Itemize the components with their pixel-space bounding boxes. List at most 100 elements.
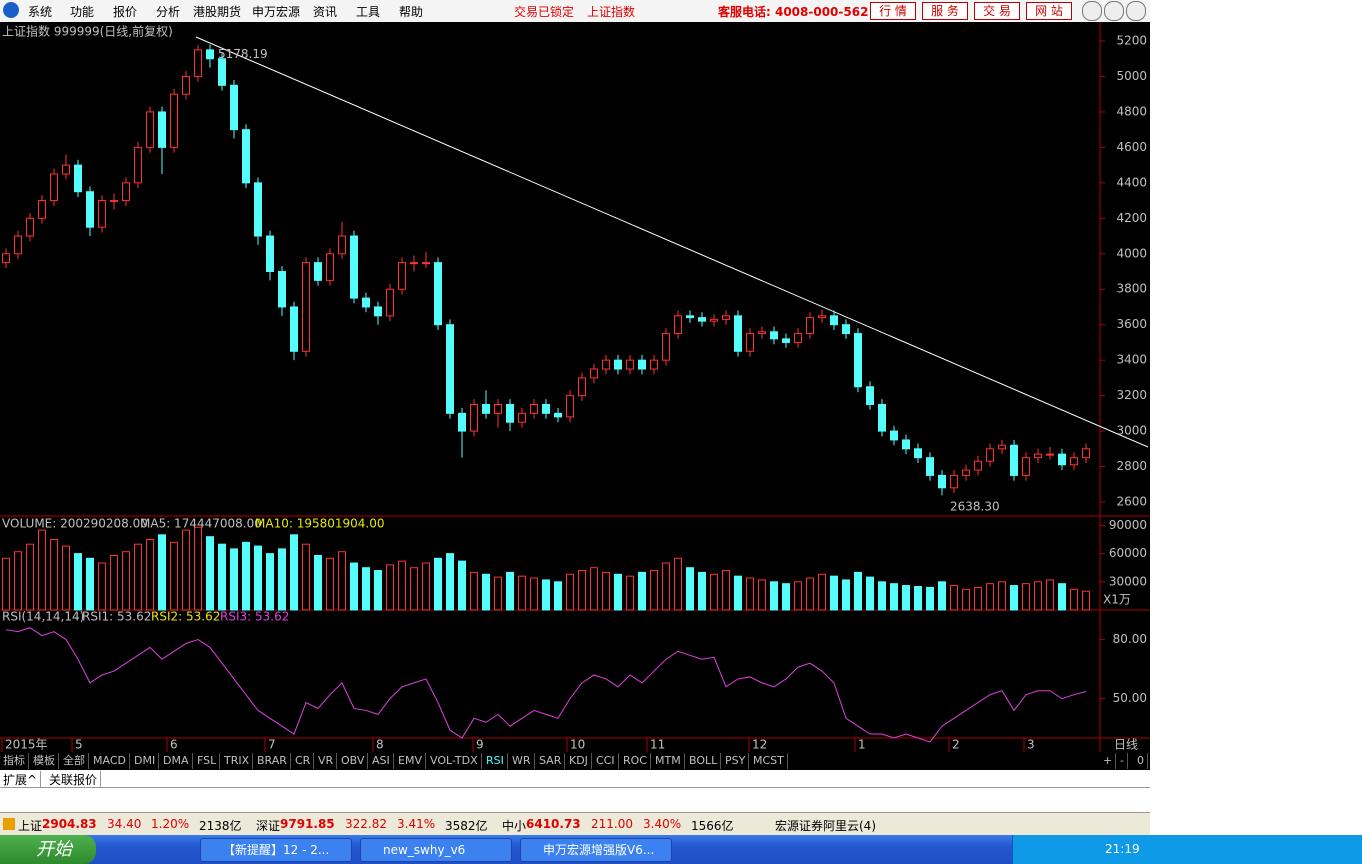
x-tick-label: 12 [752, 738, 767, 752]
candle-body [818, 315, 826, 319]
candle-body [266, 235, 274, 273]
volume-bar [266, 553, 274, 611]
indicator-tab[interactable]: MTM [652, 753, 685, 769]
volume-bar [914, 586, 922, 611]
candle-body [218, 58, 226, 86]
task-button[interactable]: 申万宏源增强版V6... [520, 838, 672, 862]
app-logo [3, 2, 19, 18]
indicator-tab[interactable]: BOLL [686, 753, 722, 769]
y-tick-label: 4800 [1116, 104, 1147, 118]
volume-bar [806, 577, 814, 611]
status-change: 211.00 [591, 817, 633, 831]
indicator-tab[interactable]: DMI [131, 753, 160, 769]
indicator-tab[interactable]: MCST [750, 753, 788, 769]
candle-body [38, 200, 46, 219]
rsi-header: RSI(14,14,14) [2, 610, 84, 624]
candle-body [278, 271, 286, 308]
candle-body [638, 359, 646, 370]
close-button[interactable] [1126, 1, 1146, 21]
candle-body [974, 460, 982, 471]
indicator-tab[interactable]: KDJ [566, 753, 592, 769]
candle-body [302, 262, 310, 352]
candle-body [1046, 453, 1054, 456]
candle-body [146, 111, 154, 148]
menu-item[interactable]: 申万宏源 [252, 5, 301, 19]
sub-tab[interactable]: 关联报价 [46, 771, 102, 788]
indicator-tab[interactable]: 模板 [30, 753, 59, 769]
header-button[interactable]: 交 易 [974, 2, 1020, 20]
volume-bar [938, 581, 946, 611]
volume-bar [686, 567, 694, 611]
volume-bar [2, 557, 10, 611]
indicator-tab[interactable]: TRIX [221, 753, 254, 769]
status-amount: 1566亿 [691, 819, 734, 833]
task-button[interactable]: new_swhy_v6 [360, 838, 512, 862]
trend-line [195, 36, 1149, 448]
menu-item[interactable]: 功能 [70, 5, 95, 19]
indicator-tab[interactable]: 指标 [0, 753, 29, 769]
candle-body [362, 297, 370, 308]
candle-body [938, 474, 946, 489]
candle-body [770, 331, 778, 340]
indicator-tab[interactable]: 全部 [60, 753, 89, 769]
status-price: 9791.85 [280, 817, 335, 831]
menu-item[interactable]: 分析 [156, 5, 181, 19]
indicator-tab[interactable]: VOL-TDX [427, 753, 482, 769]
tab-control[interactable]: + [1100, 753, 1117, 769]
menu-item[interactable]: 港股期货 [193, 5, 242, 19]
menu-item[interactable]: 帮助 [399, 5, 424, 19]
sub-tab[interactable]: 扩展^ [0, 771, 42, 788]
tab-control[interactable]: - [1117, 753, 1128, 769]
indicator-tab[interactable]: OBV [338, 753, 369, 769]
volume-bar [1082, 590, 1090, 611]
header-button[interactable]: 服 务 [922, 2, 968, 20]
volume-bar [662, 562, 670, 611]
candle-body [590, 368, 598, 379]
start-button[interactable]: 开始 [0, 835, 96, 864]
x-tick-label: 9 [476, 738, 484, 752]
tab-control[interactable]: 0 [1134, 753, 1148, 769]
menu-item[interactable]: 资讯 [313, 5, 338, 19]
volume-bar [566, 573, 574, 611]
indicator-tab[interactable]: CCI [593, 753, 619, 769]
candle-body [1058, 453, 1066, 466]
indicator-tab[interactable]: WR [509, 753, 535, 769]
candle-body [386, 288, 394, 317]
volume-bar [962, 588, 970, 611]
header-button[interactable]: 行 情 [870, 2, 916, 20]
indicator-tab[interactable]: CR [292, 753, 315, 769]
volume-bar [1046, 579, 1054, 611]
volume-bar [62, 545, 70, 611]
x-tick-label: 8 [376, 738, 384, 752]
indicator-tab[interactable]: RSI [483, 753, 508, 769]
x-tick-label: 3 [1027, 738, 1035, 752]
candle-body [854, 333, 862, 388]
indicator-tab[interactable]: VR [315, 753, 338, 769]
minimize-button[interactable] [1082, 1, 1102, 21]
header-button[interactable]: 网 站 [1026, 2, 1072, 20]
indicator-tab[interactable]: EMV [395, 753, 426, 769]
menu-item[interactable]: 工具 [356, 5, 381, 19]
indicator-tab[interactable]: MACD [90, 753, 130, 769]
candle-body [110, 200, 118, 203]
volume-bar [254, 545, 262, 611]
volume-bar [482, 573, 490, 611]
candle-body [2, 253, 10, 264]
volume-bar [818, 573, 826, 611]
task-button[interactable]: 【新提醒】12 - 2... [200, 838, 352, 862]
volume-bar [590, 567, 598, 611]
indicator-tab[interactable]: SAR [536, 753, 566, 769]
indicator-tab[interactable]: BRAR [254, 753, 291, 769]
volume-bar [614, 573, 622, 611]
indicator-tab[interactable]: FSL [194, 753, 221, 769]
menu-item[interactable]: 报价 [113, 5, 138, 19]
indicator-tab[interactable]: DMA [160, 753, 193, 769]
indicator-tab[interactable]: PSY [722, 753, 750, 769]
menu-item[interactable]: 系统 [28, 5, 53, 19]
candle-body [206, 49, 214, 60]
volume-bar [734, 575, 742, 611]
restore-button[interactable] [1104, 1, 1124, 21]
indicator-tab[interactable]: ROC [620, 753, 651, 769]
chart-area: 上证指数 999999(日线,前复权) VOLUME: 200290208.00… [0, 22, 1150, 752]
indicator-tab[interactable]: ASI [369, 753, 394, 769]
